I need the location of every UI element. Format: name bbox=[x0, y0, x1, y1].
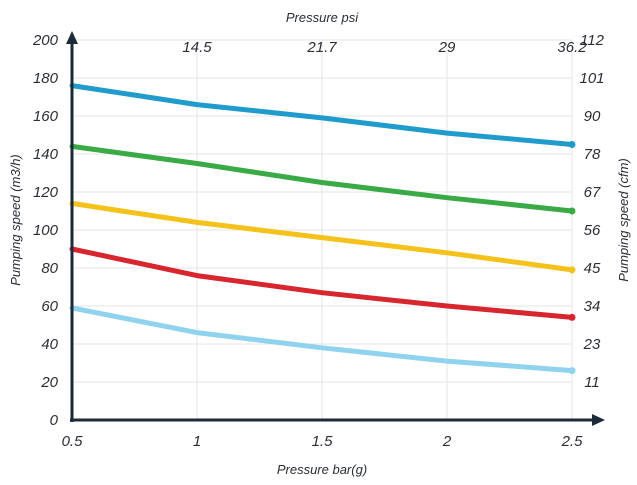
x-tick-label: 1.5 bbox=[312, 433, 334, 450]
y2-tick-label: 56 bbox=[584, 222, 601, 239]
y-tick-label: 140 bbox=[33, 146, 59, 163]
y2-tick-label: 45 bbox=[584, 260, 601, 277]
series-end-point-1 bbox=[568, 141, 576, 148]
series-line-1 bbox=[69, 83, 575, 147]
series-line-4 bbox=[69, 246, 575, 320]
y-tick-label: 20 bbox=[40, 374, 58, 391]
series-lines bbox=[69, 83, 576, 375]
x2-tick-label: 36.2 bbox=[557, 39, 587, 56]
x-axis-arrow-icon bbox=[592, 414, 605, 426]
x-tick-label: 2 bbox=[442, 433, 452, 450]
x2-tick-label: 21.7 bbox=[306, 39, 337, 56]
x-tick-label: 1 bbox=[193, 433, 201, 450]
y-tick-label: 160 bbox=[33, 108, 59, 125]
y2-tick-label: 67 bbox=[584, 184, 601, 201]
series-line-2 bbox=[69, 143, 575, 214]
x-tick-label: 0.5 bbox=[62, 433, 84, 450]
tick-labels: 0.5 1 1.5 2 2.5 14.5 21.7 29 36.2 0 20 40 60 80 100 120… bbox=[32, 32, 605, 450]
series-end-point-5 bbox=[568, 367, 576, 375]
y2-tick-label: 34 bbox=[584, 298, 601, 315]
y-tick-label: 40 bbox=[41, 336, 58, 353]
y2-tick-label: 11 bbox=[584, 374, 600, 391]
y-axis-title: Pumping speed (m3/h) bbox=[8, 154, 23, 286]
x-axis-title: Pressure bar(g) bbox=[277, 462, 367, 477]
series-line-3 bbox=[69, 200, 575, 273]
y-tick-label: 0 bbox=[50, 412, 59, 429]
y2-tick-label: 23 bbox=[583, 336, 601, 353]
y-tick-label: 80 bbox=[41, 260, 58, 277]
x2-tick-label: 14.5 bbox=[182, 39, 212, 56]
y-tick-label: 200 bbox=[32, 32, 59, 49]
series-end-point-2 bbox=[568, 207, 576, 215]
y-tick-label: 60 bbox=[41, 298, 58, 315]
series-end-point-4 bbox=[568, 313, 576, 321]
axes bbox=[66, 31, 605, 426]
y2-tick-label: 90 bbox=[584, 108, 601, 125]
series-end-point-3 bbox=[568, 266, 576, 274]
y2-tick-label: 78 bbox=[584, 146, 601, 163]
series-line-5 bbox=[69, 305, 575, 374]
y2-axis-title: Pumping speed (cfm) bbox=[616, 158, 631, 282]
y-axis-arrow-icon bbox=[66, 31, 78, 44]
y2-tick-label: 101 bbox=[579, 70, 604, 87]
x2-tick-label: 29 bbox=[438, 39, 456, 56]
y2-tick-label: 112 bbox=[580, 32, 605, 49]
y-tick-label: 180 bbox=[33, 70, 59, 87]
y-tick-label: 100 bbox=[33, 222, 59, 239]
x-tick-label: 2.5 bbox=[561, 433, 584, 450]
y-tick-label: 120 bbox=[33, 184, 59, 201]
x2-axis-title: Pressure psi bbox=[286, 10, 359, 25]
